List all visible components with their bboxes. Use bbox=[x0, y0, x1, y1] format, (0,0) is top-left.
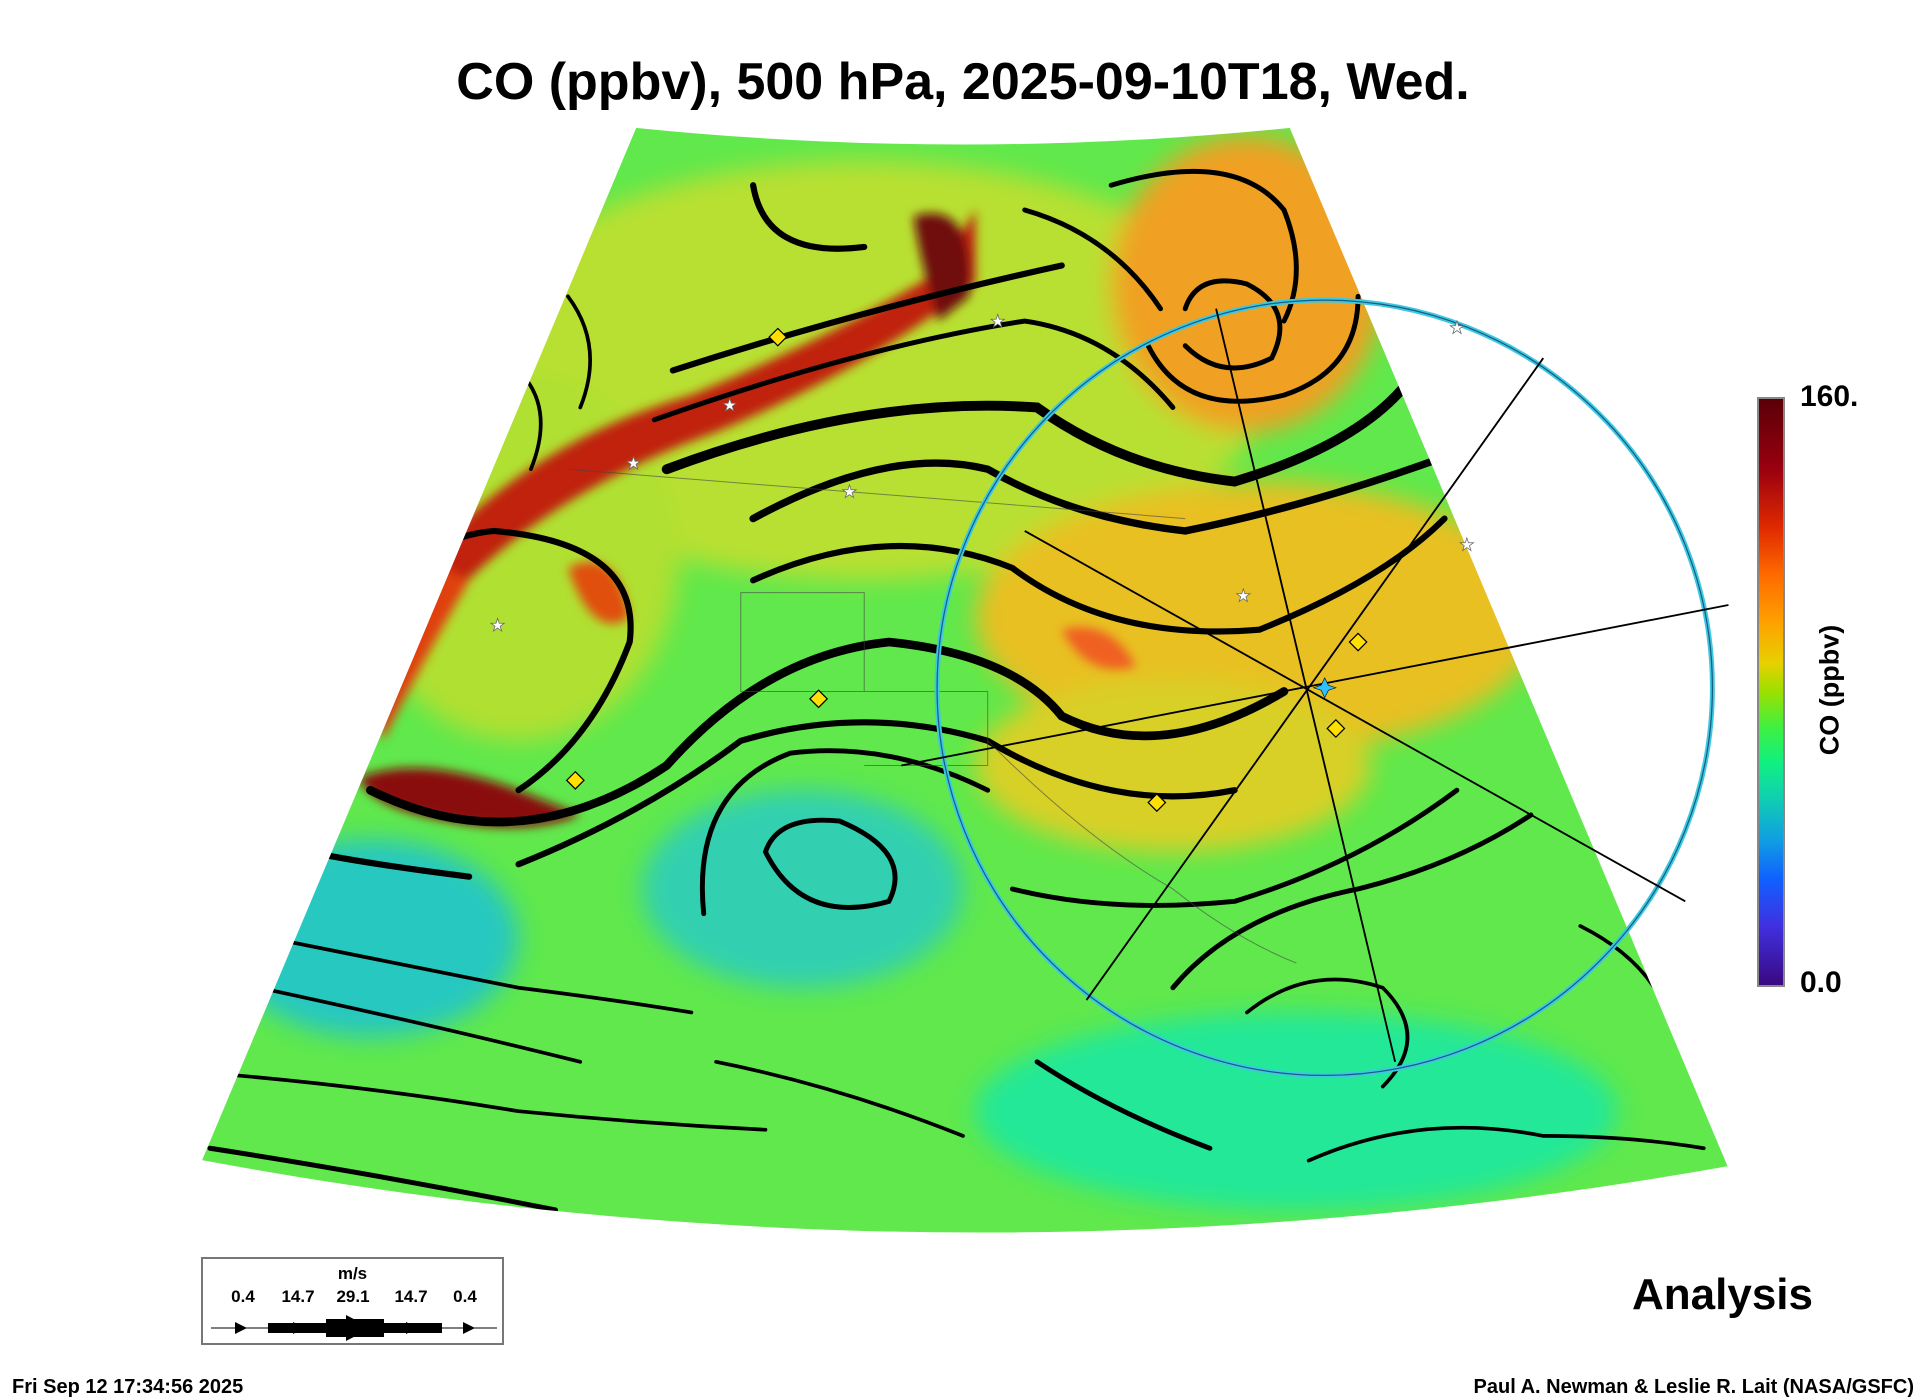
map-title: CO (ppbv), 500 hPa, 2025-09-10T18, Wed. bbox=[456, 53, 1470, 111]
legend-value: 0.4 bbox=[231, 1287, 255, 1306]
diamond-marker-icon bbox=[768, 327, 788, 347]
colorbar-min-label: 0.0 bbox=[1800, 966, 1842, 999]
diamond-marker-icon bbox=[1147, 793, 1167, 813]
legend-value: 14.7 bbox=[394, 1287, 428, 1306]
wind-arrow-scale-icon bbox=[211, 1315, 497, 1341]
legend-unit: m/s bbox=[337, 1264, 368, 1283]
colorbar bbox=[1757, 397, 1785, 987]
star-marker-icon: ★ bbox=[1236, 585, 1251, 605]
co-field bbox=[201, 127, 1729, 1234]
generation-timestamp: Fri Sep 12 17:34:56 2025 bbox=[12, 1376, 244, 1398]
legend-value: 14.7 bbox=[281, 1287, 315, 1306]
star-marker-icon: ★ bbox=[626, 453, 641, 473]
diamond-marker-icon bbox=[809, 689, 829, 709]
star-markers: ★ ★ ★ ★ ★ ★ ★ ★ bbox=[489, 311, 1474, 635]
credit-line: Paul A. Newman & Leslie R. Lait (NASA/GS… bbox=[1473, 1376, 1914, 1398]
diamond-marker-icon bbox=[1326, 718, 1346, 738]
legend-value: 0.4 bbox=[453, 1287, 477, 1306]
star-marker-icon: ★ bbox=[1449, 317, 1464, 337]
station-markers bbox=[565, 327, 1368, 813]
star-marker-icon: ★ bbox=[722, 395, 737, 415]
diamond-marker-icon bbox=[1348, 632, 1368, 652]
star-marker-icon: ★ bbox=[990, 311, 1005, 331]
colorbar-max-label: 160. bbox=[1800, 380, 1859, 413]
streamlines bbox=[207, 168, 1706, 1213]
colorbar-title: CO (ppbv) bbox=[1814, 624, 1845, 756]
star-marker-icon: ★ bbox=[842, 482, 857, 502]
star-marker-icon: ★ bbox=[490, 615, 505, 635]
legend-value: 29.1 bbox=[336, 1287, 370, 1306]
star-marker-icon: ★ bbox=[1459, 535, 1474, 555]
diamond-marker-icon bbox=[565, 770, 585, 790]
center-station-icon bbox=[1312, 677, 1337, 699]
map-sector-outline bbox=[200, 126, 1730, 1234]
product-label: Analysis bbox=[1632, 1270, 1813, 1319]
wind-speed-legend: m/s 0.4 14.7 29.1 14.7 0.4 bbox=[201, 1257, 504, 1345]
flight-track-ring bbox=[901, 297, 1729, 1078]
